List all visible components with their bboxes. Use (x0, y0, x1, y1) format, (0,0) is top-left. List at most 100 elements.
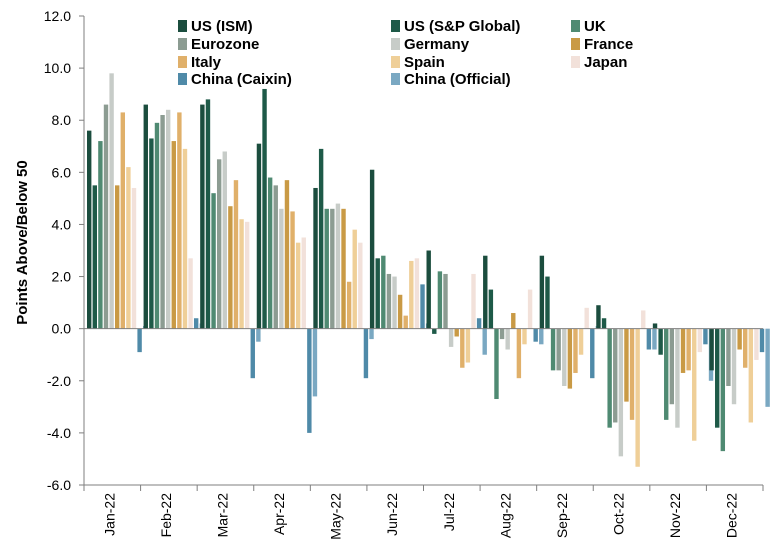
bar (720, 328, 726, 452)
bar (454, 328, 459, 337)
bar (233, 180, 239, 329)
bar (216, 159, 222, 329)
legend-swatch (391, 56, 400, 68)
bar (346, 281, 352, 329)
legend-label: US (ISM) (191, 18, 253, 35)
bar (578, 328, 584, 355)
bars (87, 73, 770, 467)
legend-swatch (178, 20, 187, 32)
bar (188, 258, 193, 329)
bar (726, 328, 731, 386)
bar (205, 99, 211, 329)
bar (267, 177, 273, 329)
bar (590, 328, 595, 379)
legend-label: Eurozone (191, 36, 259, 53)
legend-label: Spain (404, 54, 445, 71)
bar (392, 276, 397, 329)
bar (703, 328, 708, 345)
y-tick-label: 2.0 (52, 269, 72, 285)
bar (754, 328, 759, 360)
bar (103, 104, 109, 329)
bar (87, 130, 92, 329)
legend: US (ISM) US (S&P Global) UK Eurozone Germany… (178, 18, 633, 88)
bar (731, 328, 737, 405)
bar (505, 328, 510, 350)
bar (743, 328, 748, 368)
bar (341, 208, 346, 329)
legend-swatch (571, 56, 580, 68)
bar (613, 328, 618, 423)
bar (652, 328, 657, 350)
bar (635, 328, 640, 467)
bar (715, 328, 720, 428)
bar (137, 328, 142, 353)
bar (516, 328, 522, 379)
y-tick-label: -6.0 (47, 477, 71, 493)
legend-item: US (S&P Global) (391, 18, 520, 35)
y-tick-label: 10.0 (44, 60, 71, 76)
bar (160, 115, 165, 329)
bar (669, 328, 675, 405)
bar (527, 289, 533, 329)
bar (432, 328, 437, 334)
bar (369, 328, 374, 340)
bar (239, 219, 244, 329)
bar (211, 193, 216, 329)
bar (324, 208, 329, 329)
legend-item: China (Caixin) (178, 71, 292, 88)
bar (629, 328, 635, 420)
bar (573, 328, 578, 373)
legend-label: China (Official) (404, 71, 511, 88)
bar (522, 328, 527, 345)
bar (646, 328, 652, 350)
y-axis-ticks: 12.0 10.0 8.0 6.0 4.0 2.0 0.0 -2.0 -4.0 -6.0 (44, 8, 84, 493)
legend-item: France (571, 36, 633, 53)
legend-swatch (391, 73, 400, 85)
bar (641, 310, 646, 329)
bar (358, 242, 363, 329)
bar (381, 255, 386, 329)
legend-item: Spain (391, 54, 445, 71)
bar (279, 208, 284, 329)
bar (313, 187, 318, 329)
bar (193, 318, 199, 329)
bar (550, 328, 556, 371)
bar (165, 109, 171, 329)
legend-swatch (178, 56, 187, 68)
bar (511, 313, 516, 329)
bar (369, 169, 375, 329)
bar (403, 315, 408, 329)
bar (363, 328, 369, 379)
bar (596, 305, 601, 329)
bar (692, 328, 697, 441)
legend-item: Italy (178, 54, 222, 71)
y-tick-label: -4.0 (47, 425, 71, 441)
bar (539, 255, 545, 329)
legend-swatch (571, 20, 580, 32)
bar (499, 328, 505, 340)
legend-label: China (Caixin) (191, 71, 292, 88)
bar (301, 237, 306, 329)
bar (222, 151, 227, 329)
y-tick-label: 12.0 (44, 8, 71, 24)
bar (182, 148, 188, 329)
bar (748, 328, 754, 423)
bar (420, 284, 425, 329)
bar (482, 328, 487, 355)
bar (607, 328, 612, 428)
bar (494, 328, 499, 400)
bar (545, 276, 550, 329)
bar (601, 318, 607, 329)
bar (584, 307, 589, 329)
legend-item: Germany (391, 36, 470, 53)
legend-label: UK (584, 18, 606, 35)
bar (737, 328, 742, 350)
bar (295, 242, 301, 329)
bar (658, 328, 663, 355)
x-tick-label: Sep-22 (554, 493, 570, 538)
bar (460, 328, 465, 368)
bar (115, 185, 120, 329)
legend-item: China (Official) (391, 71, 511, 88)
bar (448, 328, 454, 347)
bar (765, 328, 770, 407)
